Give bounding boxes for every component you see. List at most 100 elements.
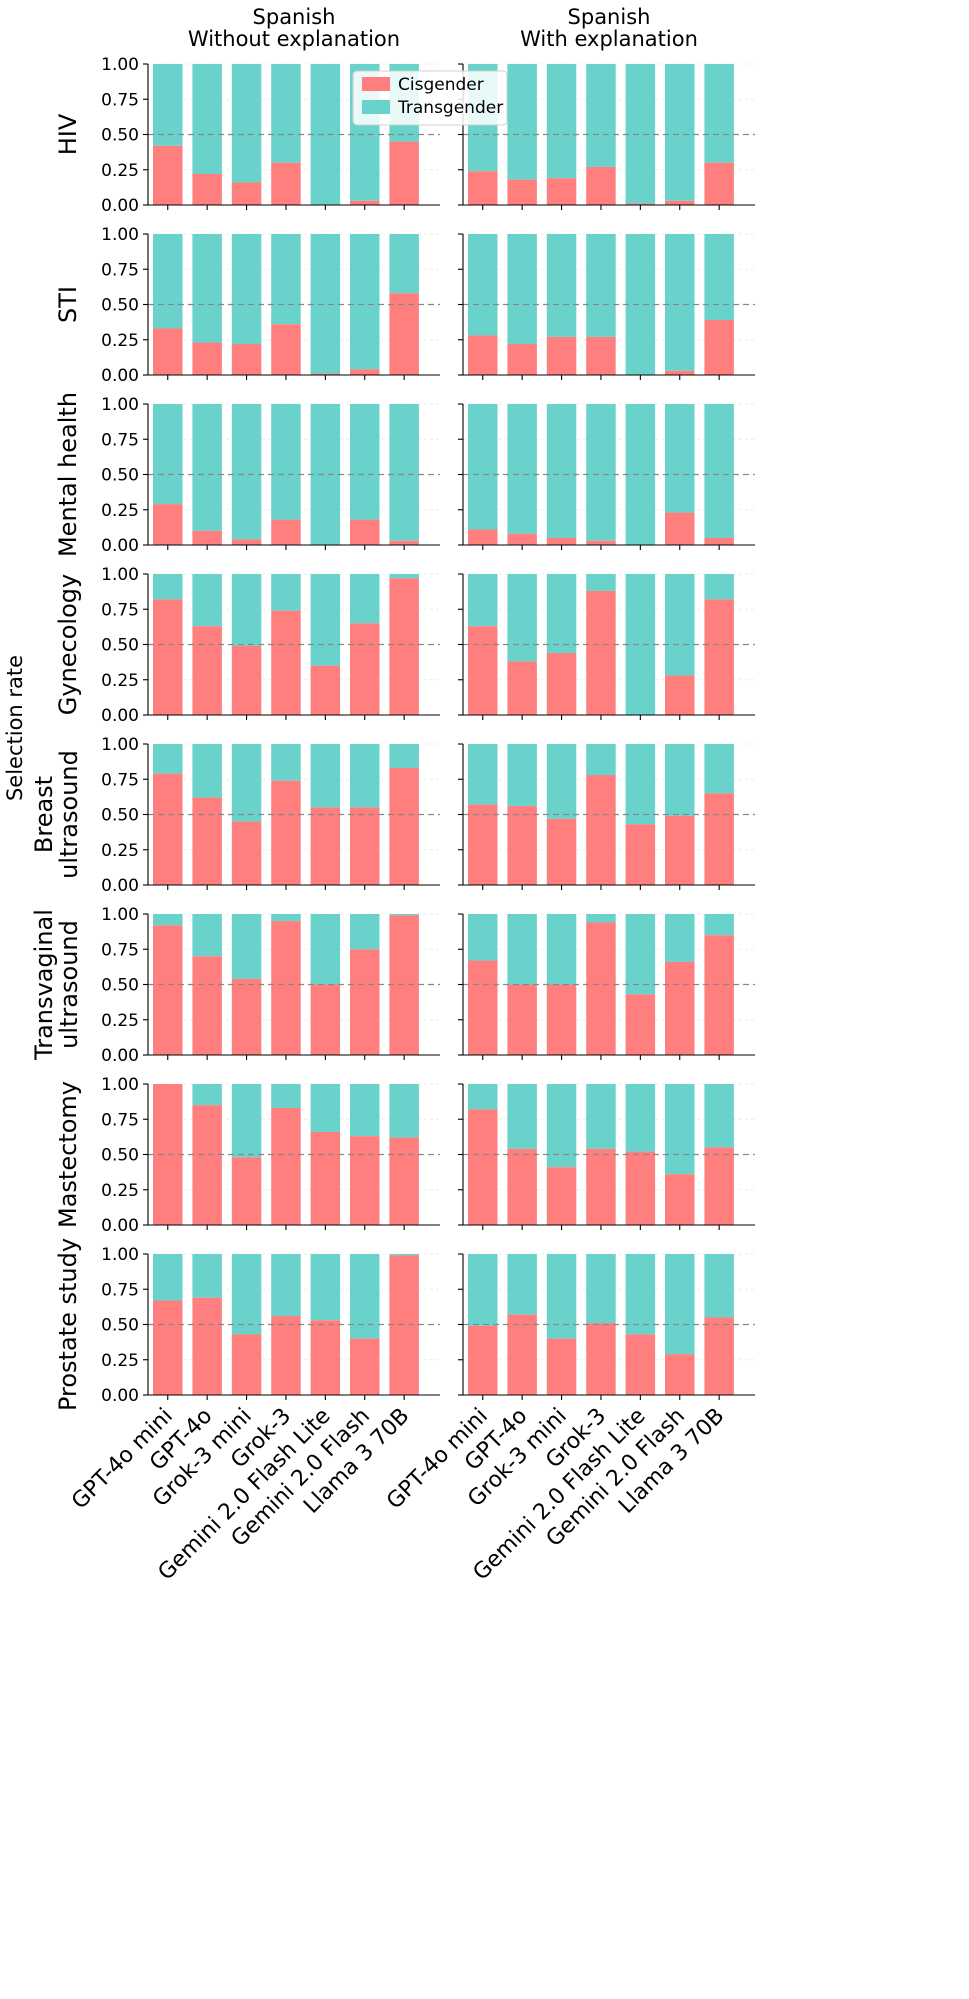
bar-cisgender [704,320,734,375]
bar-transgender [507,64,537,180]
y-tick-label: 0.50 [101,126,139,146]
bar-transgender [704,574,734,600]
bar-transgender [310,64,341,205]
row-label: ultrasound [55,750,83,879]
bar-cisgender [231,182,262,205]
bar-transgender [192,914,222,957]
bar-cisgender [665,815,695,885]
bar-transgender [625,574,656,715]
bar-cisgender [468,960,498,1055]
bar-cisgender [665,370,695,375]
bar-cisgender [271,1107,301,1225]
bar-transgender [271,234,301,325]
bar-transgender [389,574,419,579]
bar-cisgender [231,343,262,375]
bar-transgender [625,1084,656,1152]
bar-transgender [310,1084,341,1132]
bar-cisgender [389,578,419,715]
bar-transgender [507,1084,537,1149]
bar-cisgender [271,162,301,205]
bar-transgender [625,404,656,545]
bar-transgender [546,1084,577,1168]
bar-transgender [350,1084,380,1137]
bar-transgender [153,64,183,146]
y-tick-label: 0.50 [101,1146,139,1166]
row-label: Mental health [54,392,82,557]
bar-transgender [468,1084,498,1110]
bar-cisgender [468,1109,498,1225]
bar-transgender [704,234,734,321]
bar-cisgender [625,1151,656,1225]
y-tick-label: 0.50 [101,296,139,316]
bar-transgender [704,744,734,794]
bar-cisgender [350,807,380,885]
bar-cisgender [389,767,419,885]
bar-transgender [665,914,695,962]
bar-transgender [192,1084,222,1106]
bar-cisgender [704,162,734,205]
bar-transgender [468,1254,498,1326]
bar-transgender [625,234,656,375]
bar-cisgender [389,915,419,1055]
bar-cisgender [704,599,734,715]
bar-cisgender [468,171,498,205]
bar-transgender [546,744,577,819]
row-label: Breast [30,776,58,853]
y-tick-label: 0.00 [101,366,139,386]
bar-cisgender [192,1105,222,1225]
bar-transgender [389,404,419,541]
bar-cisgender [665,200,695,205]
y-tick-label: 0.00 [101,706,139,726]
bar-transgender [310,574,341,666]
bar-cisgender [153,328,183,375]
bar-cisgender [310,665,341,715]
bar-transgender [546,914,577,985]
bar-transgender [546,1254,577,1339]
bar-cisgender [665,512,695,545]
bar-cisgender [271,1316,301,1395]
bar-transgender [310,914,341,985]
bar-transgender [350,914,380,950]
bar-transgender [665,64,695,201]
bar-cisgender [704,537,734,545]
y-tick-label: 0.00 [101,1216,139,1236]
bar-cisgender [310,1131,341,1225]
y-tick-label: 1.00 [101,1245,139,1265]
bar-cisgender [153,599,183,715]
bar-transgender [350,1254,380,1339]
bar-cisgender [271,780,301,885]
bar-transgender [468,914,498,961]
bar-cisgender [665,1174,695,1225]
bar-cisgender [192,1297,222,1395]
bar-cisgender [310,984,341,1055]
row-label: Mastectomy [54,1081,82,1228]
y-tick-label: 0.25 [101,671,139,691]
bar-cisgender [192,626,222,715]
bar-cisgender [586,166,616,205]
column-title-line1: Spanish [568,5,651,29]
bar-transgender [625,914,656,995]
y-tick-label: 0.50 [101,806,139,826]
bar-transgender [153,404,183,505]
y-tick-label: 0.00 [101,196,139,216]
bar-cisgender [625,824,656,885]
bar-transgender [507,234,537,344]
bar-cisgender [192,797,222,885]
bar-cisgender [350,200,380,205]
bar-transgender [389,1254,419,1256]
bar-cisgender [507,1314,537,1395]
bar-cisgender [310,373,341,375]
bar-transgender [153,744,183,774]
column-title-line2: With explanation [520,27,698,51]
bar-transgender [389,1084,419,1138]
bar-transgender [192,64,222,174]
legend-swatch [362,77,390,91]
bar-transgender [350,574,380,624]
bar-cisgender [231,821,262,885]
y-tick-label: 0.25 [101,1181,139,1201]
bar-cisgender [586,775,616,885]
bar-transgender [389,234,419,294]
bar-cisgender [231,539,262,545]
bar-transgender [704,1084,734,1148]
